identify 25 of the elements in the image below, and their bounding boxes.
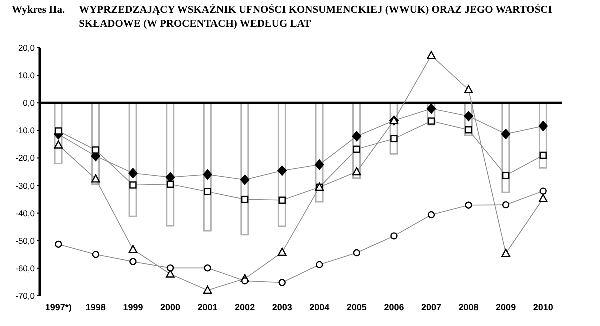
x-tick-label: 2007 [421, 302, 442, 312]
y-tick-label: -70,0 [16, 291, 36, 302]
x-tick-label: 2003 [272, 302, 292, 312]
y-tick-label: -40,0 [16, 208, 36, 218]
x-tick-label: 2006 [384, 302, 404, 312]
x-tick-label: 2001 [198, 302, 218, 312]
x-tick-label: 2000 [160, 302, 181, 312]
x-tick-label: 1998 [86, 302, 106, 312]
x-tick-label: 2005 [346, 302, 367, 312]
y-tick-label: 20,0 [18, 43, 36, 54]
y-tick-label: -20,0 [16, 153, 36, 164]
x-tick-label: 2004 [310, 302, 330, 312]
x-tick-label: 2010 [533, 302, 554, 312]
chart-title: Wykres IIa. WYPRZEDZAJĄCY WSKAŹNIK UFNOŚCI KONSUMENCKIEJ (WWUK) ORAZ JEGO WARTOŚCI SKŁADOWE (W PROCENTACH) WEDŁUG LAT [12, 5, 552, 30]
y-tick-label: 0,0 [23, 98, 36, 108]
y-tick-label: -10,0 [16, 126, 36, 136]
x-tick-label: 1997*) [45, 302, 72, 312]
y-tick-label: -60,0 [16, 263, 36, 274]
x-tick-label: 2009 [496, 302, 516, 312]
x-tick-label: 2002 [235, 302, 256, 312]
x-tick-label: 1999 [123, 302, 144, 312]
y-tick-label: 10,0 [18, 70, 36, 81]
y-tick-label: -50,0 [16, 236, 36, 246]
y-tick-label: -30,0 [16, 180, 36, 191]
x-tick-label: 2008 [458, 302, 479, 312]
